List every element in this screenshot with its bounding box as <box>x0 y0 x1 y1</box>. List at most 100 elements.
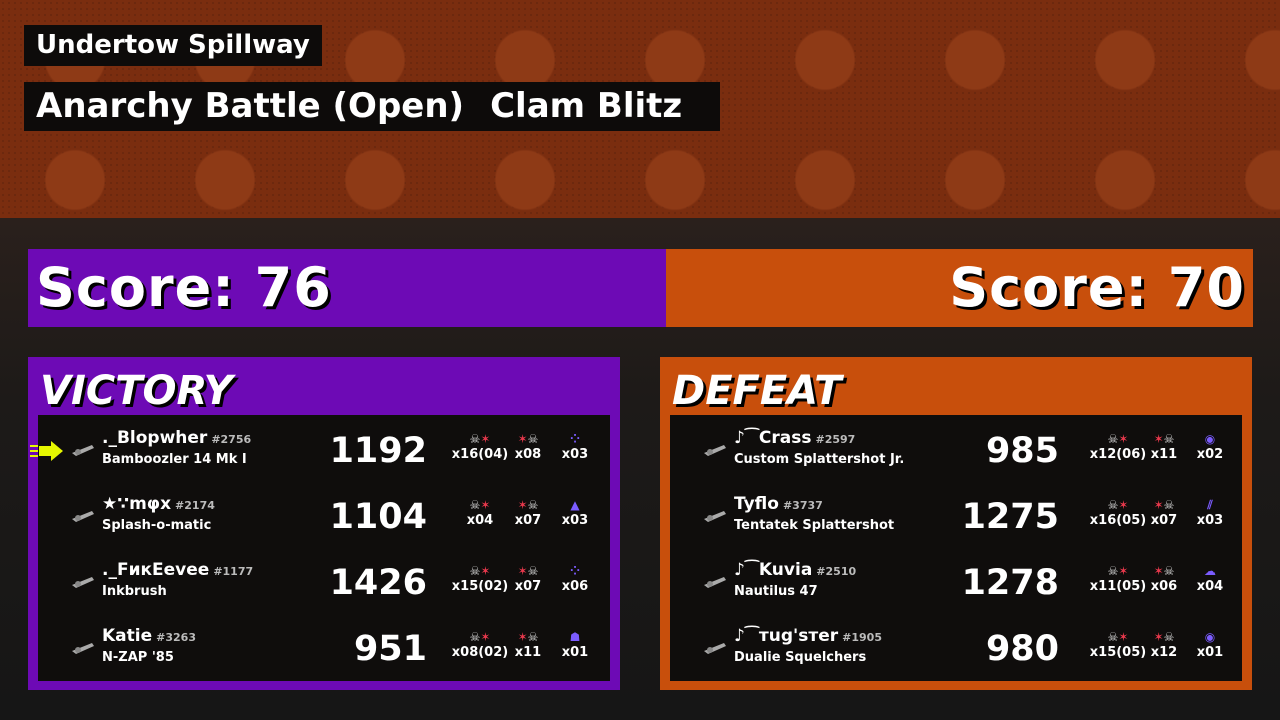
alpha-team-panel: VICTORY ._Blopwher #2756 Bamboozler 14 Mk… <box>28 357 620 690</box>
battle-mode: Anarchy Battle (Open) <box>36 86 465 126</box>
player-name: ♪⁀Crass #2597 <box>734 428 855 448</box>
kills-value: x15(05) <box>1089 645 1147 660</box>
player-row[interactable]: ♪⁀Crass #2597 Custom Splattershot Jr. 985… <box>670 421 1242 487</box>
deaths-value: x06 <box>1150 579 1178 594</box>
weapon-name: Tentatek Splattershot <box>734 518 895 533</box>
deaths-stat: ✶☠ x12 <box>1134 629 1194 660</box>
deaths-stat: ✶☠ x07 <box>498 563 558 594</box>
deaths-stat: ✶☠ x07 <box>498 497 558 528</box>
player-tag: #2174 <box>175 499 215 512</box>
player-tag: #2597 <box>815 433 856 446</box>
player-row[interactable]: ♪⁀тug'sтer #1905 Dualie Squelchers 980 ☠✶… <box>670 619 1242 685</box>
kills-value: x16(04) <box>451 447 509 462</box>
kill-icon: ☠✶ <box>469 630 491 644</box>
weapon-name: Splash-o-matic <box>102 518 212 533</box>
booyah-bomb-icon: ⁘ <box>569 564 581 578</box>
deaths-stat: ✶☠ x06 <box>1134 563 1194 594</box>
weapon-icon <box>704 643 726 654</box>
specials-value: x03 <box>561 513 589 528</box>
deaths-stat: ✶☠ x07 <box>1134 497 1194 528</box>
alpha-score: Score: 76 <box>28 249 666 327</box>
kills-stat: ☠✶ x15(05) <box>1088 629 1148 660</box>
deaths-stat: ✶☠ x11 <box>1134 431 1194 462</box>
weapon-name: Bamboozler 14 Mk I <box>102 452 247 467</box>
death-icon: ✶☠ <box>1153 432 1175 446</box>
player-name: Tyflo #3737 <box>734 494 823 514</box>
kills-stat: ☠✶ x16(04) <box>450 431 510 462</box>
player-row[interactable]: ♪⁀Kuvia #2510 Nautilus 47 1278 ☠✶ x11(05) … <box>670 553 1242 619</box>
player-name-text: Tyflo <box>734 494 779 514</box>
weapon-icon <box>704 445 726 456</box>
kills-stat: ☠✶ x15(02) <box>450 563 510 594</box>
player-row[interactable]: ._Blopwher #2756 Bamboozler 14 Mk I 1192 … <box>30 421 610 487</box>
kills-value: x12(06) <box>1089 447 1147 462</box>
weapon-icon <box>72 511 94 522</box>
bravo-score: Score: 70 <box>666 249 1253 327</box>
specials-stat: ◉ x01 <box>1180 629 1240 660</box>
player-list: ♪⁀Crass #2597 Custom Splattershot Jr. 985… <box>670 415 1242 681</box>
kills-value: x04 <box>466 513 494 528</box>
kills-stat: ☠✶ x04 <box>450 497 510 528</box>
weapon-icon <box>704 511 726 522</box>
crab-tank-icon: ▲ <box>570 498 580 512</box>
player-name: ♪⁀тug'sтer #1905 <box>734 626 882 646</box>
player-name-text: ♪⁀тug'sтer <box>734 626 839 646</box>
specials-stat: ▲ x03 <box>545 497 605 528</box>
deaths-value: x12 <box>1150 645 1178 660</box>
weapon-name: Nautilus 47 <box>734 584 818 599</box>
player-tag: #1905 <box>842 631 882 644</box>
self-arrow-icon <box>30 441 63 461</box>
ink-storm-icon: ☁ <box>1204 564 1216 578</box>
deaths-value: x11 <box>514 645 542 660</box>
player-name-text: Katie <box>102 626 153 646</box>
weapon-name: N-ZAP '85 <box>102 650 174 665</box>
weapon-name: Dualie Squelchers <box>734 650 867 665</box>
kills-value: x15(02) <box>451 579 509 594</box>
specials-value: x01 <box>561 645 589 660</box>
wave-breaker-icon: ◉ <box>1204 630 1216 644</box>
deaths-value: x07 <box>1150 513 1178 528</box>
death-icon: ✶☠ <box>1153 498 1175 512</box>
triple-inkstrike-icon: ⫽ <box>1207 498 1213 512</box>
player-name: ._Blopwher #2756 <box>102 428 251 448</box>
points: 1278 <box>961 563 1059 603</box>
death-icon: ✶☠ <box>1153 630 1175 644</box>
stage-name: Undertow Spillway <box>24 25 322 66</box>
kill-icon: ☠✶ <box>469 564 491 578</box>
kills-stat: ☠✶ x08(02) <box>450 629 510 660</box>
player-name: ★∵mφx #2174 <box>102 494 215 514</box>
specials-stat: ⁘ x03 <box>545 431 605 462</box>
player-tag: #1177 <box>213 565 254 578</box>
points: 980 <box>985 629 1059 669</box>
weapon-name: Inkbrush <box>102 584 167 599</box>
player-name: Katie #3263 <box>102 626 196 646</box>
kill-icon: ☠✶ <box>1107 432 1129 446</box>
specials-stat: ◉ x02 <box>1180 431 1240 462</box>
weapon-icon <box>72 577 94 588</box>
death-icon: ✶☠ <box>517 564 539 578</box>
player-row[interactable]: Katie #3263 N-ZAP '85 951 ☠✶ x08(02) ✶☠ x11… <box>38 619 610 685</box>
kills-value: x11(05) <box>1089 579 1147 594</box>
kill-icon: ☠✶ <box>1107 498 1129 512</box>
player-row[interactable]: ._FикEevee #1177 Inkbrush 1426 ☠✶ x15(02) … <box>38 553 610 619</box>
rule: Clam Blitz <box>490 86 683 126</box>
player-row[interactable]: ★∵mφx #2174 Splash-o-matic 1104 ☠✶ x04 ✶☠ x… <box>38 487 610 553</box>
player-name-text: ._FикEevee <box>102 560 210 580</box>
weapon-icon <box>72 445 94 456</box>
player-name: ♪⁀Kuvia #2510 <box>734 560 856 580</box>
player-row[interactable]: Tyflo #3737 Tentatek Splattershot 1275 ☠✶… <box>670 487 1242 553</box>
deaths-stat: ✶☠ x08 <box>498 431 558 462</box>
death-icon: ✶☠ <box>517 498 539 512</box>
kills-stat: ☠✶ x11(05) <box>1088 563 1148 594</box>
specials-stat: ⫽ x03 <box>1180 497 1240 528</box>
kills-stat: ☠✶ x16(05) <box>1088 497 1148 528</box>
points: 1426 <box>329 563 427 603</box>
result-label: VICTORY <box>40 368 233 414</box>
booyah-bomb-icon: ⁘ <box>569 432 581 446</box>
player-tag: #2756 <box>211 433 252 446</box>
player-name: ._FикEevee #1177 <box>102 560 253 580</box>
points: 1192 <box>329 431 427 471</box>
deaths-value: x11 <box>1150 447 1178 462</box>
player-name-text: ♪⁀Kuvia <box>734 560 813 580</box>
points: 1104 <box>329 497 427 537</box>
